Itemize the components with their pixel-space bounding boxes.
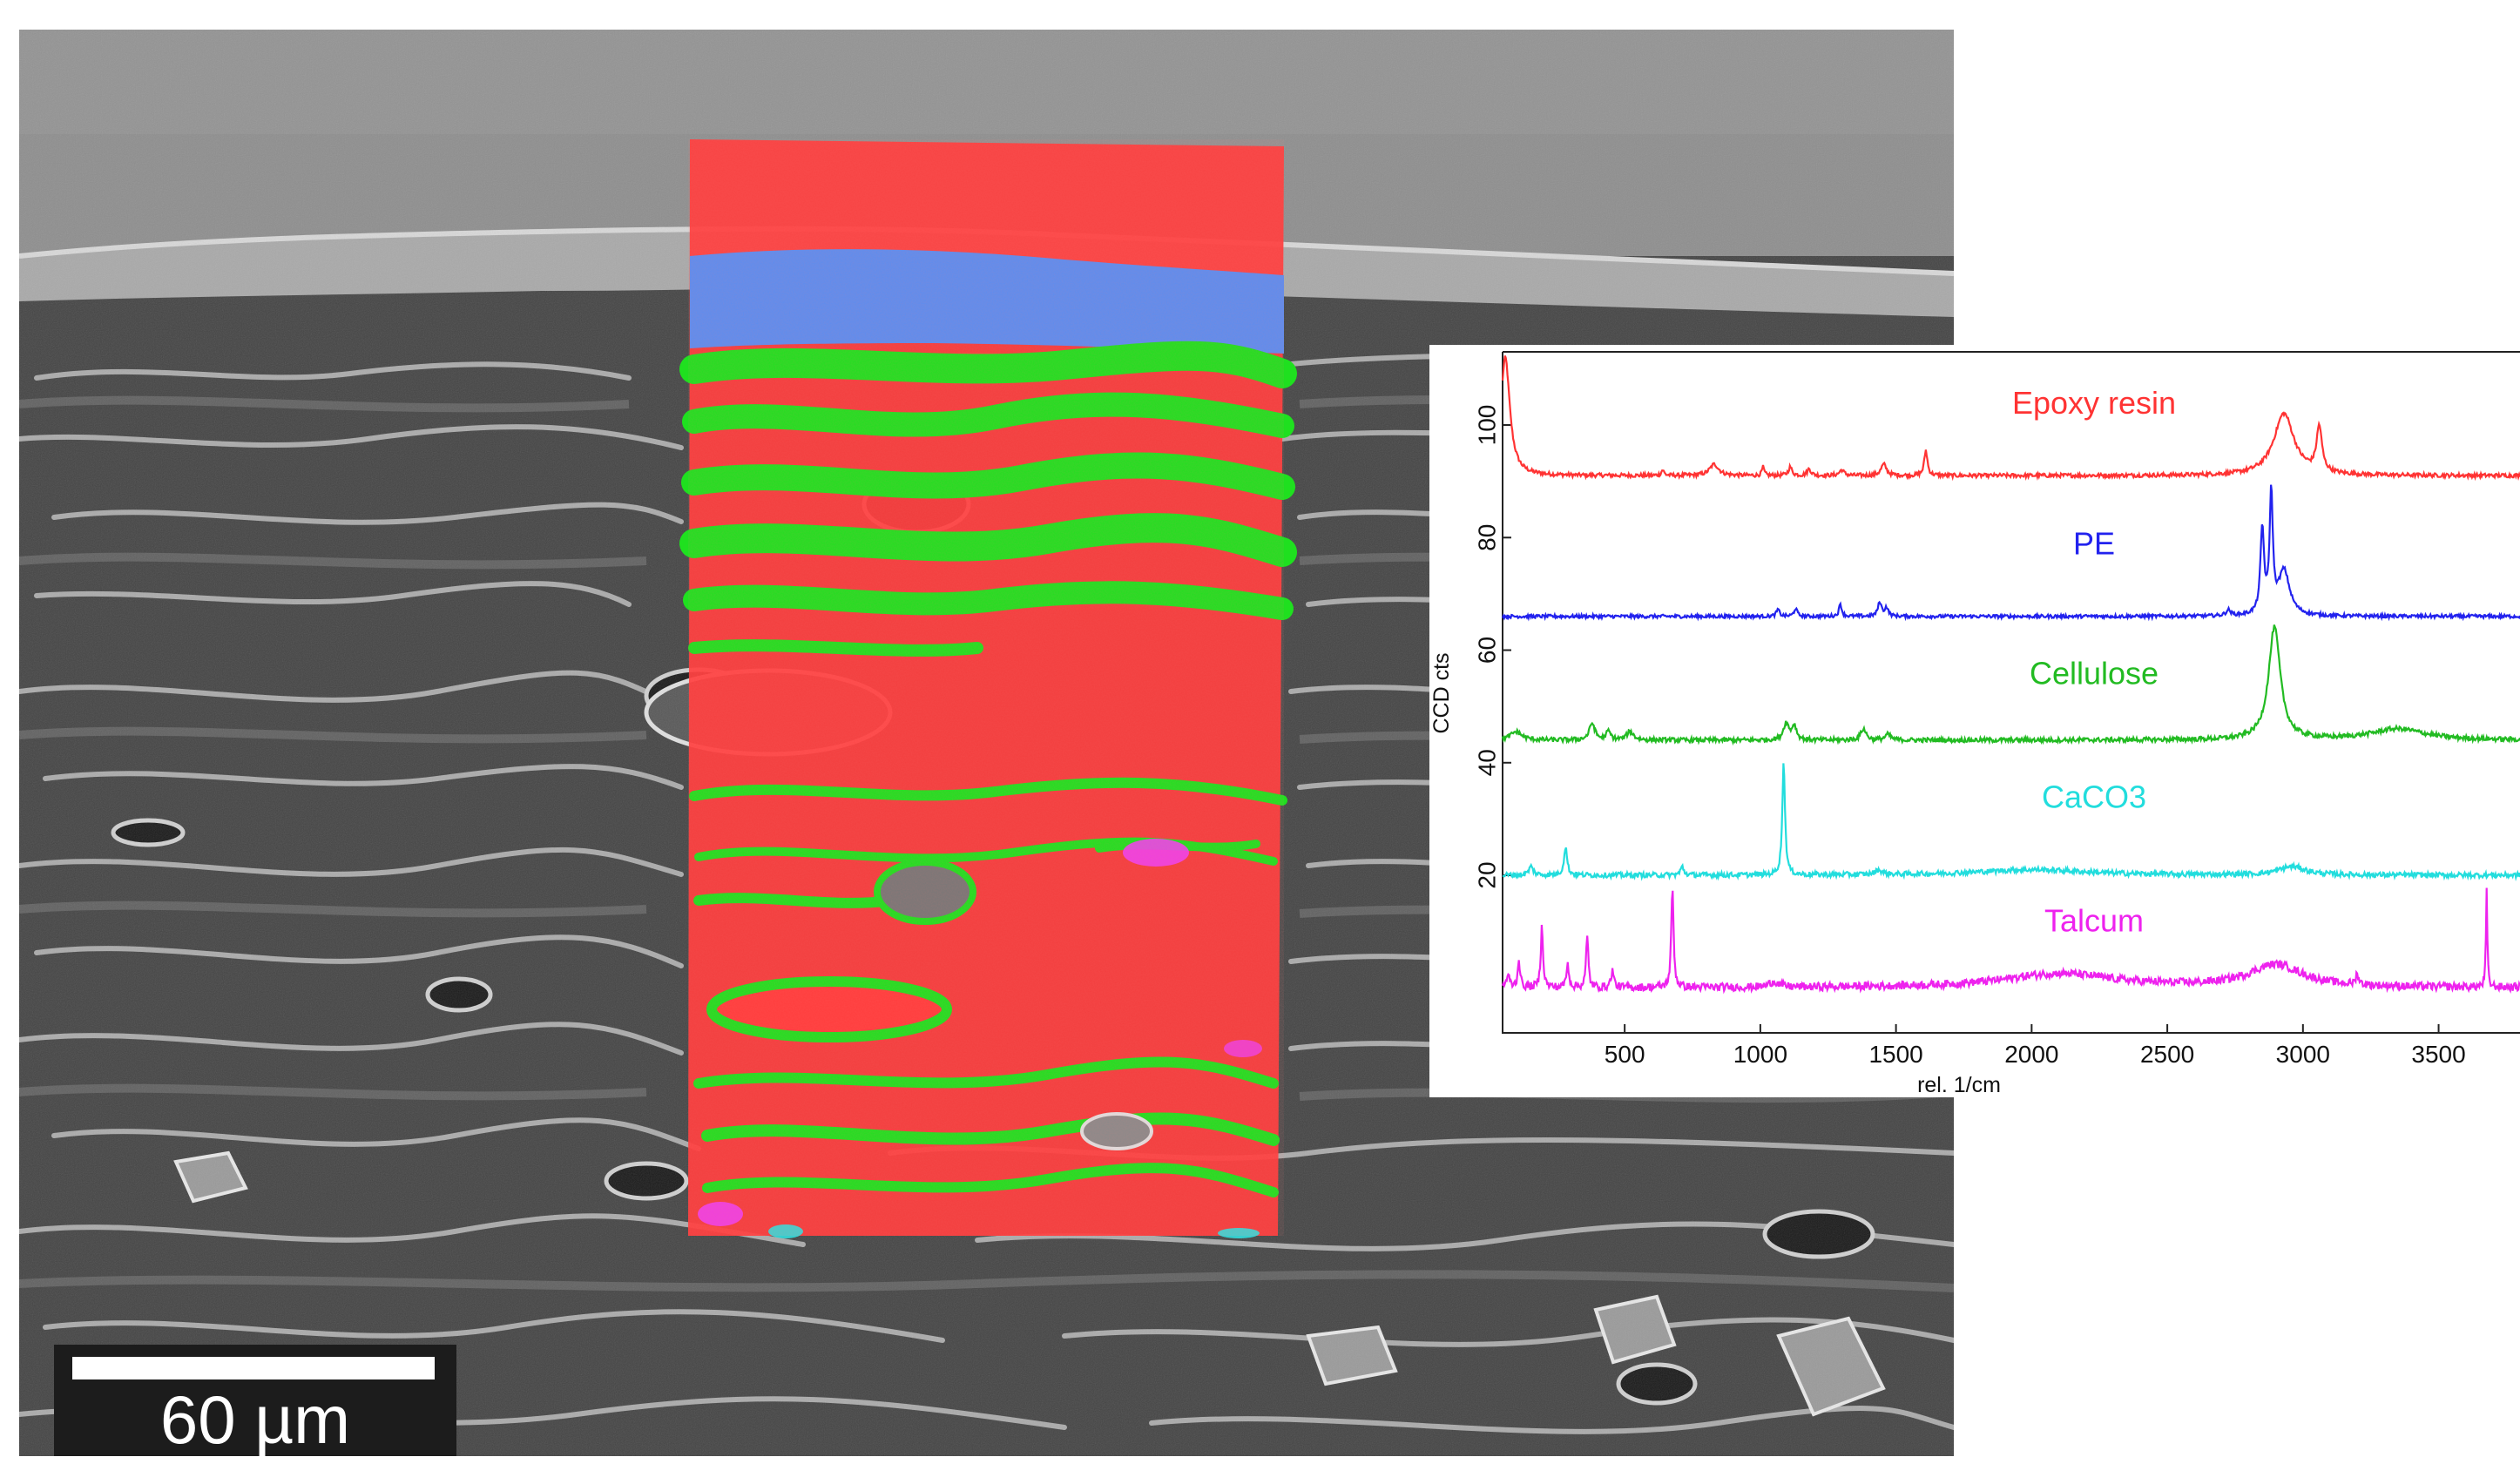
x-tick-label: 2000: [2004, 1041, 2058, 1068]
x-axis-label: rel. 1/cm: [1917, 1073, 2001, 1097]
spectrum-line-caco3: [1502, 763, 2520, 881]
x-tick-label: 3000: [2276, 1041, 2330, 1068]
x-tick-label: 500: [1605, 1041, 1645, 1068]
raman-spectra-svg: 500 1000 1500 2000 2500 3000 3500 20 40 60 80 100 E…: [1429, 351, 2520, 1097]
spectrum-line-pe: [1501, 484, 2520, 622]
y-tick-label: 20: [1473, 861, 1500, 888]
x-tick-label: 1500: [1868, 1041, 1922, 1068]
y-tick-label: 100: [1473, 405, 1500, 446]
spectrum-line-epoxy-resin: [1501, 355, 2520, 482]
raman-map-overlay: [679, 139, 1297, 1238]
y-axis-label: CCD cts: [1429, 652, 1454, 733]
spectrum-line-talcum: [1501, 887, 2520, 995]
series-label-caco3: CaCO3: [2042, 779, 2146, 814]
x-tick-label: 2500: [2140, 1041, 2194, 1068]
scale-bar-line: [72, 1357, 435, 1379]
series-label-talcum: Talcum: [2044, 903, 2144, 939]
scale-bar-label: 60 µm: [159, 1381, 351, 1456]
raman-spectra-chart: 500 1000 1500 2000 2500 3000 3500 20 40 60 80 100 E…: [1429, 345, 2520, 1097]
y-tick-label: 80: [1473, 524, 1500, 551]
spectrum-line-cellulose: [1501, 624, 2520, 746]
series-label-cellulose: Cellulose: [2030, 655, 2159, 691]
raman-map-noise: [688, 139, 1284, 1236]
series-label-epoxy-resin: Epoxy resin: [2012, 385, 2176, 421]
y-tick-label: 40: [1473, 749, 1500, 776]
scale-bar: 60 µm: [54, 1345, 456, 1456]
y-tick-label: 60: [1473, 637, 1500, 664]
series-label-pe: PE: [2073, 526, 2115, 562]
x-tick-label: 1000: [1733, 1041, 1787, 1068]
plot-frame: [1502, 351, 2520, 1034]
x-tick-label: 3500: [2411, 1041, 2465, 1068]
